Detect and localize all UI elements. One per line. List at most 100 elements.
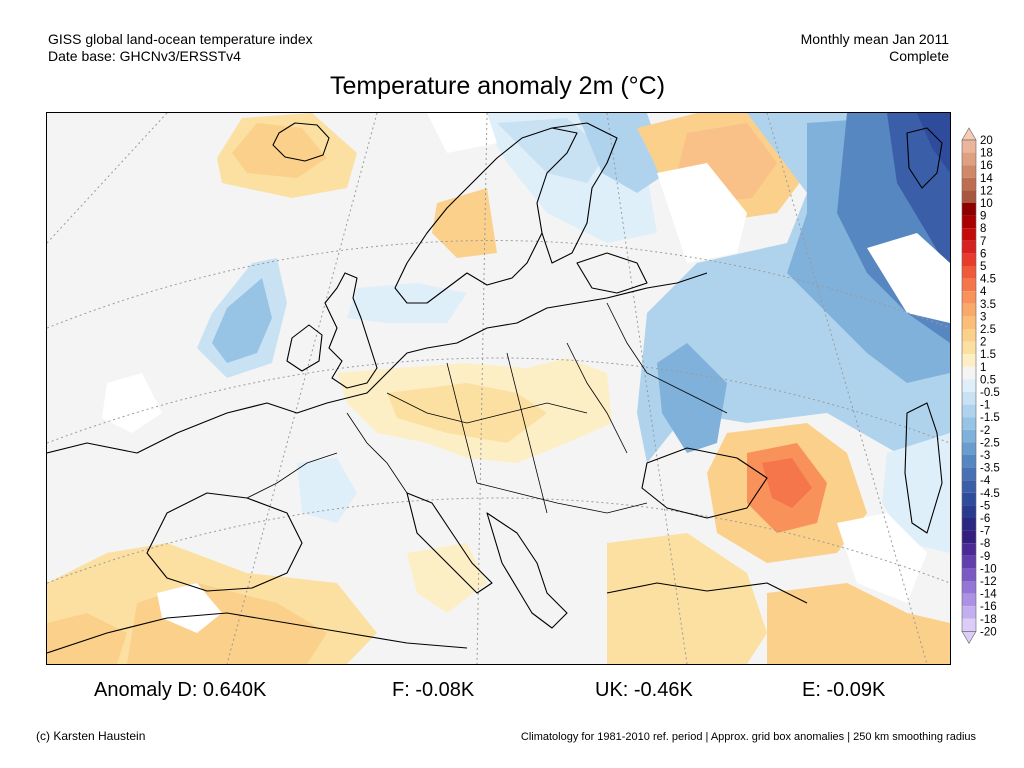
colorbar-tick-label: 4.5: [980, 274, 996, 286]
period-label: Monthly mean Jan 2011: [800, 31, 949, 47]
colorbar-tick-label: 8: [980, 223, 986, 235]
colorbar-arrow-bottom: [961, 631, 977, 644]
colorbar-swatch: [962, 366, 976, 380]
colorbar-tick-label: -18: [980, 614, 997, 626]
colorbar-tick-label: 4: [980, 286, 987, 298]
colorbar-tick-label: -9: [980, 551, 990, 563]
dataset-info: GISS global land-ocean temperature index…: [48, 31, 313, 65]
colorbar-swatch: [962, 404, 976, 418]
colorbar-swatch: [962, 177, 976, 191]
country-borders: [246, 302, 728, 514]
colorbar-tick-label: 16: [980, 160, 993, 172]
colorbar-tick-label: 1: [980, 362, 986, 374]
colorbar-tick-label: -14: [980, 589, 997, 601]
colorbar-tick-label: 12: [980, 185, 993, 197]
regional-anomalies: Anomaly D: 0.640K F: -0.08K UK: -0.46K E…: [0, 679, 1024, 705]
colorbar-swatch: [962, 467, 976, 481]
colorbar-swatch: [962, 480, 976, 493]
colorbar-tick-label: -10: [980, 563, 997, 575]
colorbar-swatch: [962, 140, 976, 153]
colorbar-tick-label: -20: [980, 626, 997, 638]
colorbar-swatch: [962, 555, 976, 569]
anomaly-global: Anomaly D: 0.640K: [94, 679, 267, 701]
colorbar-swatch: [962, 240, 976, 254]
colorbar-tick-label: -3: [980, 450, 990, 462]
colorbar-tick-label: 6: [980, 248, 986, 260]
colorbar-tick-label: -2: [980, 425, 990, 437]
climatology-note: Climatology for 1981-2010 ref. period | …: [520, 731, 976, 743]
colorbar-tick-label: -0.5: [980, 387, 1000, 399]
dataset-name: GISS global land-ocean temperature index: [48, 31, 313, 47]
colorbar-swatch: [962, 329, 976, 342]
colorbar-swatch: [962, 505, 976, 518]
colorbar-tick-label: 2: [980, 337, 986, 349]
colorbar-tick-label: -7: [980, 526, 990, 538]
colorbar-swatch: [962, 253, 976, 266]
anomaly-spain: E: -0.09K: [802, 679, 886, 701]
colorbar-tick-label: -5: [980, 500, 990, 512]
colorbar-swatch: [962, 455, 976, 468]
colorbar-tick-label: 3.5: [980, 299, 996, 311]
colorbar-tick-label: -1: [980, 400, 990, 412]
colorbar-tick-label: 5: [980, 261, 986, 273]
colorbar-svg: 201816141210987654.543.532.521.510.5-0.5…: [961, 127, 1000, 644]
colorbar-swatch: [962, 417, 976, 430]
colorbar-tick-label: -3.5: [980, 463, 1000, 475]
colorbar-tick-label: -16: [980, 601, 997, 613]
colorbar-swatch: [962, 593, 976, 607]
colorbar-tick-label: -4: [980, 475, 991, 487]
colorbar-tick-label: -12: [980, 576, 997, 588]
colorbar-swatch: [962, 203, 976, 216]
colorbar-swatch: [962, 618, 976, 632]
colorbar-tick-label: 2.5: [980, 324, 996, 336]
colorbar-swatch: [962, 568, 976, 581]
coastlines: [47, 122, 943, 654]
colorbar-tick-label: -4.5: [980, 488, 1000, 500]
colorbar-swatch: [962, 228, 976, 241]
period-info: Monthly mean Jan 2011 Complete: [801, 31, 949, 65]
colorbar-swatch: [962, 543, 976, 556]
colorbar-swatch: [962, 165, 976, 178]
colorbar-swatch: [962, 530, 976, 544]
colorbar-swatch: [962, 316, 976, 329]
colorbar-swatch: [962, 266, 976, 279]
colorbar-tick-label: -8: [980, 538, 990, 550]
map-title: Temperature anomaly 2m (°C): [329, 72, 666, 100]
anomaly-field: [47, 113, 950, 664]
colorbar-swatch: [962, 392, 976, 405]
colorbar-arrow-top: [961, 127, 977, 141]
colorbar-legend: 20 18 16 14 12 10 9 8 7 6 5 4.5 4 3.5 3 2.5 2 1.5 1 0.5 -0.5…: [956, 126, 1024, 656]
colorbar-tick-label: -1.5: [980, 412, 1000, 424]
data-base: Date base: GHCNv3/ERSSTv4: [48, 48, 241, 64]
colorbar-tick-label: 20: [980, 135, 993, 147]
colorbar-swatch: [962, 354, 976, 367]
graticule: [47, 113, 950, 664]
anomaly-map: [46, 112, 951, 665]
completeness-label: Complete: [889, 48, 949, 64]
colorbar-swatch: [962, 278, 976, 292]
colorbar-swatch: [962, 518, 976, 531]
colorbar-swatch: [962, 429, 976, 443]
colorbar-swatch: [962, 303, 976, 317]
anomaly-france: F: -0.08K: [392, 679, 475, 701]
colorbar-swatch: [962, 291, 976, 304]
colorbar-tick-label: 10: [980, 198, 993, 210]
colorbar-swatch: [962, 379, 976, 392]
colorbar-swatch: [962, 152, 976, 166]
colorbar-tick-label: 7: [980, 236, 986, 248]
colorbar-swatch: [962, 190, 976, 203]
colorbar-tick-label: -2.5: [980, 437, 1000, 449]
anomaly-uk: UK: -0.46K: [595, 679, 693, 701]
colorbar-swatch: [962, 606, 976, 619]
colorbar-swatch: [962, 581, 976, 594]
colorbar-tick-label: 18: [980, 148, 993, 160]
colorbar-tick-label: 14: [980, 173, 993, 185]
colorbar-swatch: [962, 492, 976, 506]
colorbar-tick-label: 3: [980, 311, 986, 323]
colorbar-tick-label: 0.5: [980, 374, 996, 386]
colorbar-swatch: [962, 215, 976, 229]
colorbar-tick-label: 9: [980, 211, 986, 223]
colorbar-swatch: [962, 341, 976, 355]
copyright: (c) Karsten Haustein: [36, 729, 146, 743]
colorbar-tick-label: -6: [980, 513, 990, 525]
